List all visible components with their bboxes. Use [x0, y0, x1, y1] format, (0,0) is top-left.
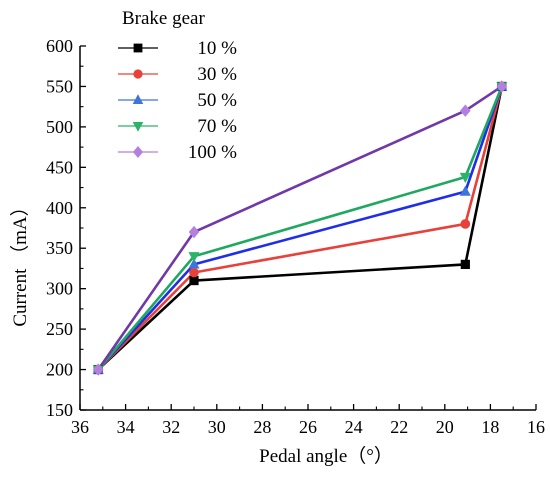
axes: 36 34 32 30 28 26 24 22 20 18 16 150 200 250 300 350 400…	[46, 36, 545, 437]
legend-item: 30 %	[118, 64, 237, 85]
y-tick-label: 150	[46, 400, 73, 420]
y-tick-label: 600	[46, 36, 73, 56]
legend-label: 30 %	[197, 64, 237, 85]
y-axis-label: Current （mA）	[9, 197, 31, 326]
series-1	[97, 86, 504, 371]
series-line	[97, 85, 504, 371]
y-tick-label: 300	[46, 279, 73, 299]
y-tick-label: 500	[46, 117, 73, 137]
legend-marker	[133, 69, 143, 79]
series-markers-4	[92, 80, 508, 376]
legend-marker	[132, 146, 144, 158]
data-point	[459, 185, 471, 196]
legend-label: 100 %	[188, 142, 237, 163]
series-3	[97, 85, 504, 371]
series-line	[97, 85, 503, 371]
x-axis-label: Pedal angle（°）	[259, 445, 393, 467]
legend-marker	[132, 122, 144, 132]
data-point	[460, 219, 471, 229]
y-tick-label: 350	[46, 238, 73, 258]
x-tick-label: 32	[162, 417, 180, 437]
series-0	[97, 86, 504, 371]
legend-title: Brake gear	[122, 8, 205, 29]
data-point	[460, 259, 470, 269]
x-tick-label: 28	[253, 417, 271, 437]
legend-item: 10 %	[118, 38, 237, 59]
legend-label: 50 %	[197, 90, 237, 111]
x-tick-label: 20	[436, 417, 454, 437]
legend-item: 100 %	[118, 142, 237, 163]
legend-marker	[133, 43, 143, 53]
x-tick-label: 34	[117, 417, 135, 437]
data-point	[92, 363, 104, 376]
series-line	[97, 86, 504, 371]
data-point	[188, 225, 200, 239]
x-tick-label: 26	[299, 417, 317, 437]
y-tick-label: 550	[46, 76, 73, 96]
legend: Brake gear 10 % 30 % 50 % 70 % 100 %	[118, 8, 237, 163]
series-line	[97, 86, 504, 371]
data-point	[189, 275, 199, 286]
y-tick-label: 450	[46, 157, 73, 177]
data-point	[496, 80, 508, 93]
data-point	[189, 267, 199, 278]
series-line	[97, 86, 504, 371]
legend-item: 50 %	[118, 90, 237, 111]
data-point	[188, 258, 200, 269]
y-tick-label: 200	[46, 360, 73, 380]
x-tick-label: 24	[345, 417, 363, 437]
x-tick-label: 22	[390, 417, 408, 437]
data-point	[188, 252, 200, 263]
data-point	[459, 172, 471, 184]
series-2	[97, 86, 504, 371]
series-4	[97, 85, 503, 371]
legend-item: 70 %	[118, 116, 237, 137]
legend-marker	[132, 94, 144, 104]
data-point	[460, 104, 471, 117]
x-tick-label: 36	[71, 417, 89, 437]
x-tick-label: 30	[208, 417, 226, 437]
x-tick-label: 18	[481, 417, 499, 437]
x-tick-label: 16	[527, 417, 545, 437]
y-tick-label: 250	[46, 319, 73, 339]
series-layer	[92, 80, 508, 376]
y-tick-label: 400	[46, 198, 73, 218]
legend-label: 10 %	[197, 38, 237, 59]
legend-label: 70 %	[197, 116, 237, 137]
